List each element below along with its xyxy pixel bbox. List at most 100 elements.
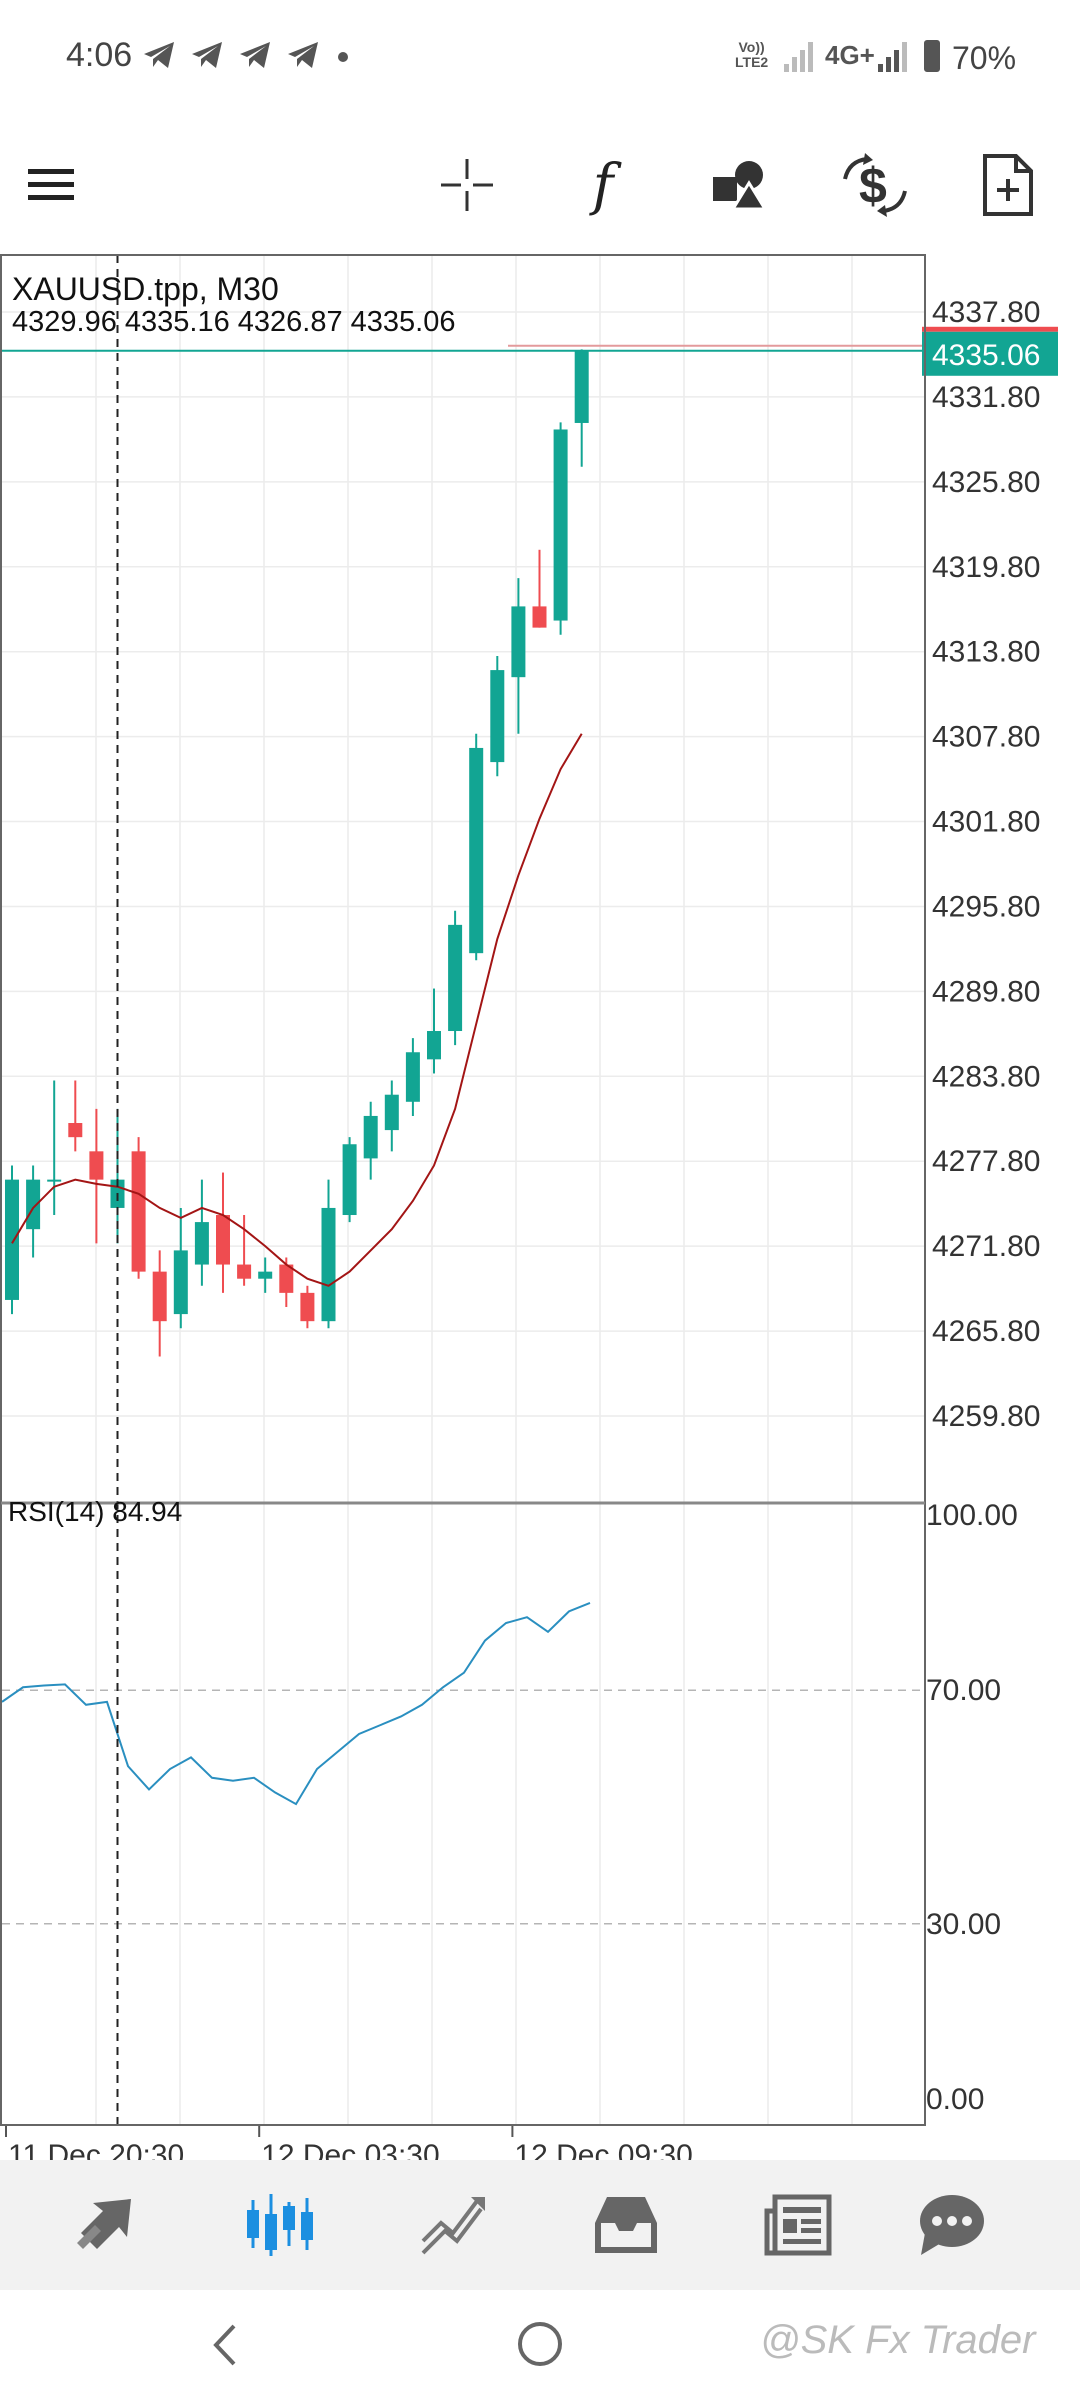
rsi-panel: 100.00 70.00 30.00 0.00 bbox=[1, 255, 1018, 2125]
symbols-button[interactable]: $ bbox=[835, 145, 915, 225]
rsi-label: RSI(14) 84.94 bbox=[8, 1496, 182, 1527]
telegram-icon bbox=[240, 42, 270, 68]
candle-body bbox=[152, 1271, 167, 1322]
bottom-navigation bbox=[0, 2160, 1080, 2290]
rsi-tick-label: 70.00 bbox=[926, 1674, 1001, 1707]
candle-body bbox=[490, 670, 505, 763]
moving-average-line bbox=[11, 733, 583, 1287]
candle bbox=[405, 1038, 420, 1116]
volte-line-1: Vo)) bbox=[738, 39, 765, 55]
candle bbox=[152, 1250, 167, 1357]
candle bbox=[448, 910, 463, 1046]
candle-body bbox=[553, 429, 568, 621]
candle bbox=[532, 549, 547, 628]
rsi-line bbox=[1, 1602, 591, 1806]
battery-icon bbox=[924, 40, 940, 72]
candle-body bbox=[427, 1031, 441, 1060]
rsi-tick-label: 100.00 bbox=[926, 1499, 1018, 1532]
candle-body bbox=[405, 1052, 420, 1102]
nav-history[interactable] bbox=[576, 2180, 676, 2270]
price-tick-label: 4277.80 bbox=[932, 1145, 1040, 1178]
ask-price-marker bbox=[922, 326, 1058, 332]
chart-icon bbox=[247, 2194, 313, 2256]
back-button[interactable] bbox=[210, 2322, 240, 2368]
candle bbox=[173, 1207, 188, 1329]
current-price-tag bbox=[922, 331, 1058, 376]
candle-body bbox=[68, 1123, 83, 1138]
candle-body bbox=[574, 350, 589, 423]
candle-body bbox=[363, 1115, 378, 1159]
candle bbox=[384, 1080, 399, 1152]
candle-body bbox=[469, 747, 484, 954]
ohlc-label: 4329.96 4335.16 4326.87 4335.06 bbox=[12, 306, 455, 338]
candle-body bbox=[258, 1271, 273, 1279]
objects-button[interactable] bbox=[699, 145, 779, 225]
candlestick-series bbox=[5, 349, 589, 1357]
price-tick-label: 4289.80 bbox=[932, 975, 1040, 1008]
new-order-icon bbox=[983, 154, 1033, 216]
price-tick-label: 4337.80 bbox=[932, 296, 1040, 329]
signal-strength-icon bbox=[784, 42, 813, 72]
status-time: 4:06 bbox=[66, 36, 133, 74]
candle bbox=[68, 1080, 83, 1152]
candle bbox=[574, 349, 589, 467]
candle bbox=[237, 1215, 252, 1286]
candle bbox=[553, 422, 568, 635]
volte-line-2: LTE2 bbox=[735, 54, 769, 70]
candle bbox=[490, 655, 505, 777]
candle-body bbox=[279, 1264, 294, 1293]
candle-body bbox=[47, 1179, 62, 1182]
candle-body bbox=[321, 1207, 336, 1322]
candle-body bbox=[173, 1250, 188, 1315]
battery-level: 70% bbox=[952, 40, 1017, 76]
candle-body bbox=[237, 1264, 252, 1279]
candle bbox=[216, 1172, 230, 1293]
candle bbox=[26, 1165, 41, 1258]
menu-button[interactable] bbox=[12, 145, 92, 225]
home-button[interactable] bbox=[516, 2320, 564, 2368]
nav-quotes[interactable] bbox=[58, 2180, 158, 2270]
candle-body bbox=[26, 1179, 41, 1230]
candle bbox=[363, 1101, 378, 1180]
nav-trade[interactable] bbox=[404, 2180, 504, 2270]
crosshair-button[interactable] bbox=[427, 145, 507, 225]
candle bbox=[89, 1108, 104, 1244]
candle bbox=[511, 578, 526, 734]
rsi-tick-label: 30.00 bbox=[926, 1908, 1001, 1941]
current-price-text: 4335.06 bbox=[932, 339, 1040, 372]
time-tick-label: 12 Dec 03:30 bbox=[261, 2139, 439, 2160]
candle bbox=[427, 988, 441, 1074]
price-tick-label: 4313.80 bbox=[932, 636, 1040, 669]
objects-icon bbox=[713, 161, 768, 211]
candle-body bbox=[194, 1222, 209, 1265]
nav-messages[interactable] bbox=[902, 2180, 1002, 2270]
network-type: 4G+ bbox=[825, 40, 875, 70]
candle bbox=[342, 1137, 357, 1223]
candle bbox=[194, 1179, 209, 1286]
moving-average-series bbox=[11, 733, 583, 1287]
telegram-icon bbox=[144, 42, 174, 68]
time-tick-label: 12 Dec 09:30 bbox=[514, 2139, 692, 2160]
candle bbox=[258, 1257, 273, 1293]
new-order-button[interactable] bbox=[968, 145, 1048, 225]
history-icon bbox=[595, 2197, 657, 2253]
symbol-label: XAUUSD.tpp, M30 bbox=[12, 271, 279, 307]
price-tick-label: 4265.80 bbox=[932, 1315, 1040, 1348]
candle-body bbox=[342, 1144, 357, 1216]
price-tick-label: 4259.80 bbox=[932, 1400, 1040, 1433]
watermark-text: @SK Fx Trader bbox=[760, 2318, 1036, 2362]
menu-icon bbox=[28, 169, 74, 200]
news-icon bbox=[764, 2194, 832, 2256]
nav-news[interactable] bbox=[748, 2180, 848, 2270]
candle bbox=[321, 1179, 336, 1329]
chart-area[interactable]: 4337.80 4331.80 4325.80 4319.80 4313.80 4307.… bbox=[0, 250, 1080, 2160]
chart-grid bbox=[2, 255, 925, 2125]
price-tick-label: 4331.80 bbox=[932, 381, 1040, 414]
nav-chart[interactable] bbox=[230, 2180, 330, 2270]
crosshair-icon bbox=[441, 159, 493, 211]
chart-frame bbox=[0, 254, 926, 2126]
indicators-button[interactable]: f bbox=[563, 145, 643, 225]
function-icon: f bbox=[592, 152, 614, 218]
candle bbox=[47, 1080, 62, 1216]
candle-body bbox=[532, 606, 547, 628]
